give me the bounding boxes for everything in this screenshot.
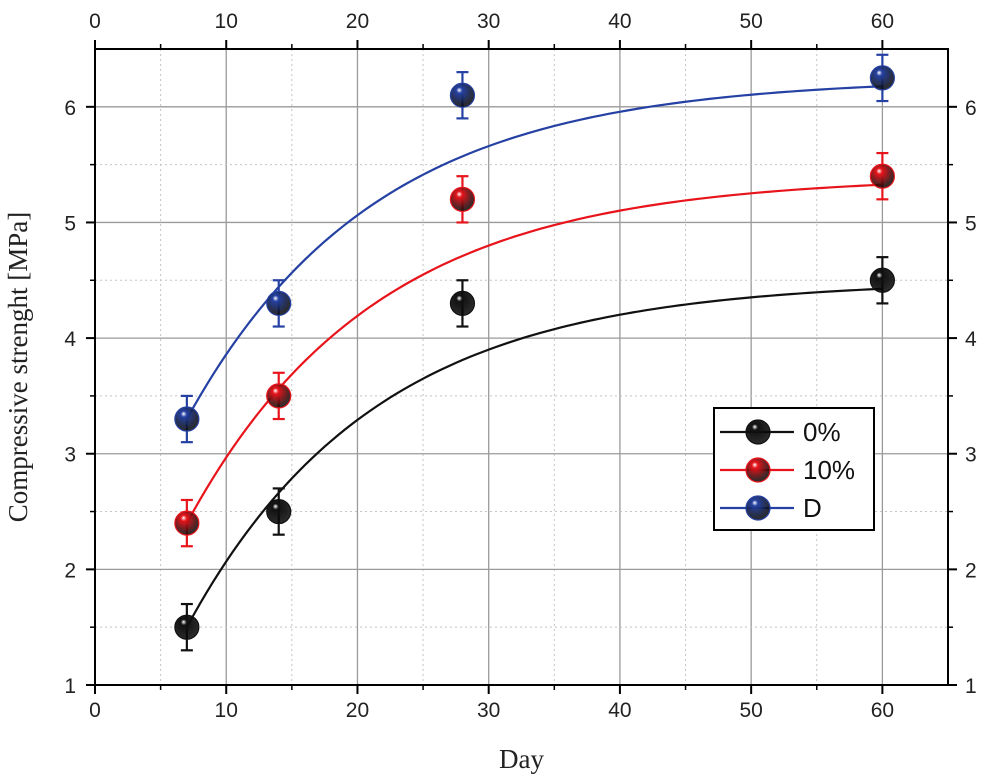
x-tick-label-top: 20 <box>346 10 369 33</box>
x-tick-label-top: 50 <box>739 10 762 33</box>
legend-label: D <box>803 493 822 523</box>
x-tick-label-top: 40 <box>608 10 631 33</box>
y-tick-label: 5 <box>64 212 76 235</box>
data-point <box>449 290 476 316</box>
data-point <box>174 406 200 432</box>
data-point <box>449 82 476 108</box>
legend-marker <box>745 419 771 445</box>
fit-curve-1 <box>185 183 883 524</box>
plot-frame <box>94 48 949 686</box>
data-point <box>266 383 292 409</box>
x-tick-label: 20 <box>346 699 369 722</box>
x-tick-label-top: 60 <box>871 10 894 33</box>
data-point <box>869 267 895 293</box>
y-tick-label-right: 4 <box>965 328 977 351</box>
x-tick-label-top: 10 <box>215 10 238 33</box>
data-point <box>266 498 292 525</box>
y-tick-label: 2 <box>64 559 76 582</box>
legend-label: 10% <box>803 455 855 485</box>
y-tick-label: 6 <box>64 97 76 120</box>
y-tick-label-right: 6 <box>965 97 977 120</box>
data-point <box>449 186 476 212</box>
fit-curve-0 <box>185 287 883 628</box>
x-tick-label: 60 <box>871 699 894 722</box>
legend-marker <box>745 495 771 521</box>
legend: 0% 10% D <box>713 407 875 531</box>
x-axis-title: Day <box>499 744 544 774</box>
axis-ticks: 0 0 10 10 20 20 30 30 40 40 50 50 60 60 1 1 2 2 3 3 4 4 5 5 6 6 <box>64 10 977 722</box>
data-point <box>174 510 200 536</box>
x-tick-label-top: 0 <box>89 10 101 33</box>
y-tick-label: 4 <box>64 328 76 351</box>
fit-curves <box>185 85 883 628</box>
x-tick-label-top: 30 <box>477 10 500 33</box>
legend-marker <box>745 457 771 483</box>
data-point <box>174 614 200 640</box>
x-tick-label: 10 <box>215 699 238 722</box>
error-bars <box>180 53 889 652</box>
y-tick-label-right: 3 <box>965 444 977 467</box>
y-axis-title: Compressive strenght [MPa] <box>3 212 33 522</box>
x-tick-label: 50 <box>739 699 762 722</box>
legend-label: 0% <box>803 417 841 447</box>
x-tick-label: 40 <box>608 699 631 722</box>
y-tick-label: 1 <box>64 675 76 698</box>
grid <box>95 49 948 685</box>
data-point <box>869 65 895 91</box>
data-points <box>174 65 895 640</box>
x-tick-label: 0 <box>89 699 101 722</box>
y-tick-label-right: 1 <box>965 675 977 698</box>
fit-curve-2 <box>185 85 883 420</box>
x-tick-label: 30 <box>477 699 500 722</box>
y-tick-label-right: 2 <box>965 559 977 582</box>
data-point <box>869 163 895 189</box>
data-point <box>266 290 292 316</box>
y-tick-label-right: 5 <box>965 212 977 235</box>
y-tick-label: 3 <box>64 444 76 467</box>
